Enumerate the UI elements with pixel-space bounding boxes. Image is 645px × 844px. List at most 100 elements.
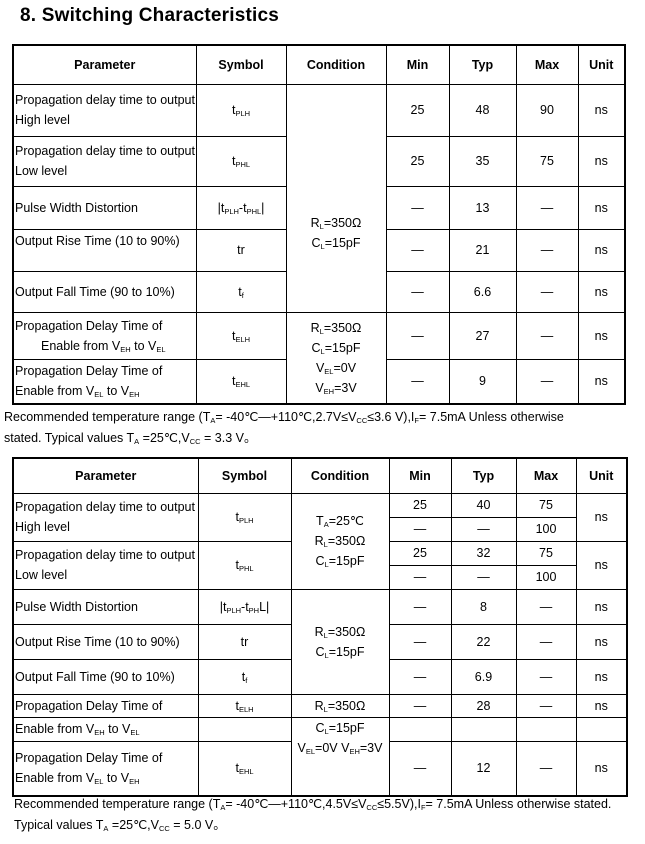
symbol-cell: tr [197, 623, 292, 660]
max-cell: 75 [515, 135, 579, 187]
text-segment: C [315, 644, 325, 659]
typ-cell: 32 [450, 540, 517, 566]
min-cell-empty [388, 716, 452, 742]
table-row: Propagation delay time to output High lev… [12, 492, 628, 590]
min-cell: — [388, 588, 452, 625]
text-segment: = -40℃—+110℃,2.7V≤V [215, 410, 357, 424]
text-line: Output Rise Time (10 to 90%) [15, 632, 197, 652]
subscript: EH [323, 386, 335, 396]
typ-cell: — [450, 564, 517, 590]
text-segment: =15pF [328, 644, 365, 659]
min-cell: — [385, 358, 450, 405]
min-cell: 25 [388, 492, 452, 518]
text-line: Recommended temperature range (TA= -40℃—… [14, 794, 611, 815]
max-cell: — [515, 740, 577, 797]
text-segment: =350Ω [323, 216, 362, 230]
header-condition: Condition [290, 457, 390, 494]
subscript: f [245, 675, 248, 685]
text-segment: t [231, 103, 236, 117]
text-segment: =25℃,V [108, 818, 159, 832]
text-segment: L| [259, 599, 270, 614]
text-segment: Output Fall Time (90 to 10%) [15, 284, 175, 299]
text-segment: | [261, 200, 265, 215]
subscript: L [323, 630, 328, 640]
unit-cell: ns [577, 358, 626, 405]
symbol-cell: tr [195, 228, 287, 272]
param-cell: Propagation delay time to output Low leve… [12, 540, 199, 590]
unit-cell: ns [575, 740, 628, 797]
min-cell: — [388, 623, 452, 660]
text-segment: Propagation Delay Time of [15, 751, 163, 766]
header-min: Min [385, 44, 450, 85]
symbol-cell: tPLH [195, 83, 287, 137]
subscript: PHL [235, 160, 251, 169]
subscript: PLH [235, 109, 251, 118]
text-segment: stated. Typical values T [4, 431, 135, 445]
typ-cell: 6.6 [448, 270, 517, 313]
unit-cell: ns [577, 270, 626, 313]
unit-cell: ns [575, 623, 628, 660]
max-cell: — [515, 228, 579, 272]
header-symbol: Symbol [195, 44, 287, 85]
typ-cell: 21 [448, 228, 517, 272]
header-max: Max [515, 44, 579, 85]
min-cell: 25 [388, 540, 452, 566]
text-line: Enable from VEL to VEH [15, 381, 195, 401]
param-cell: Propagation Delay Time of Enable from VEL… [12, 740, 199, 797]
table-row: — — 100 [13, 564, 627, 590]
subscript: ELH [238, 704, 254, 714]
min-cell: — [385, 311, 450, 360]
text-segment: =0V [333, 360, 357, 375]
param-cell: Output Rise Time (10 to 90%) [12, 623, 199, 660]
max-cell: — [515, 588, 577, 625]
header-symbol: Symbol [197, 457, 292, 494]
text-line: Propagation delay time to output [15, 141, 195, 161]
text-segment: V [315, 380, 324, 395]
text-line: RL=350Ω [293, 696, 388, 716]
max-cell: 100 [515, 516, 577, 542]
subscript: CC [366, 803, 378, 812]
unit-cell: ns [577, 228, 626, 272]
subscript: L [319, 326, 324, 336]
text-segment: Output Rise Time (10 to 90%) [15, 233, 180, 248]
min-cell: — [385, 228, 450, 272]
text-segment: C [311, 236, 321, 250]
text-line: Low level [15, 565, 197, 585]
text-segment: R [310, 320, 320, 335]
text-segment: =25℃ [328, 514, 364, 528]
text-segment: t [235, 698, 239, 713]
text-segment: Typical values T [14, 818, 104, 832]
subscript: PHL [238, 564, 254, 573]
text-line: Propagation Delay Time of [15, 748, 197, 768]
text-segment: =350Ω [327, 624, 366, 639]
max-cell: — [515, 185, 579, 230]
max-cell: — [515, 270, 579, 313]
subscript: PLH [224, 206, 239, 216]
param-cell: Propagation delay time to output Low leve… [12, 135, 197, 187]
text-segment: Propagation delay time to output [15, 144, 195, 158]
condition-cell: RL=350Ω [290, 693, 390, 718]
text-line: Pulse Width Distortion [15, 597, 197, 617]
text-segment: C [315, 554, 325, 568]
text-segment: =25℃,V [139, 431, 190, 445]
text-line: VEL=0V VEH=3V [293, 738, 388, 758]
text-line: RL=350Ω [293, 622, 388, 642]
param-cell: Pulse Width Distortion [12, 185, 197, 230]
text-segment: = 7.5mA Unless otherwise stated. [425, 797, 612, 811]
table-row: Pulse Width Distortion |tPLH-tPHL| — 13 … [12, 185, 626, 230]
text-segment: t [235, 558, 239, 572]
text-segment: High level [15, 520, 70, 534]
typ-cell: 12 [450, 740, 517, 797]
subscript: EH [94, 728, 105, 737]
text-segment: =350Ω [327, 698, 366, 713]
symbol-cell-empty [197, 716, 292, 742]
typ-cell: 48 [448, 83, 517, 137]
symbol-cell: tf [197, 658, 292, 695]
subscript: F [420, 803, 426, 812]
table-row: Enable from VEH to VEL CL=15pF VEL=0V VEH… [12, 716, 628, 797]
text-segment: t [231, 328, 236, 343]
header-max: Max [515, 457, 577, 494]
subscript: f [241, 290, 244, 300]
max-cell: 75 [515, 540, 577, 566]
subscript: L [320, 346, 325, 356]
